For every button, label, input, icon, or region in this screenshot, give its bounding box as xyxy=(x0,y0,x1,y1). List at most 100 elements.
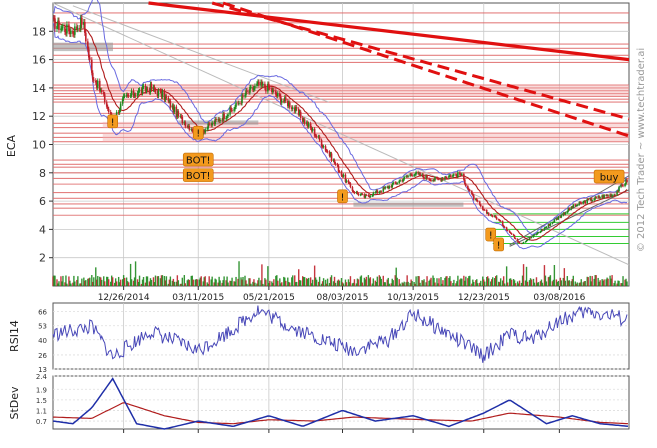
volume-bar xyxy=(132,280,135,286)
volume-bar xyxy=(503,283,506,286)
volume-bar xyxy=(83,277,85,286)
volume-bar xyxy=(230,281,232,286)
volume-bar xyxy=(378,275,381,286)
price-candle-body xyxy=(161,91,164,98)
volume-bar xyxy=(365,276,368,286)
price-candle-body xyxy=(149,83,152,93)
price-y-tick-label: 6 xyxy=(39,195,46,208)
volume-bar xyxy=(605,279,607,286)
volume-bar xyxy=(244,275,246,286)
volume-bar xyxy=(364,279,367,286)
price-candle-body xyxy=(56,26,58,29)
volume-bar xyxy=(257,280,259,286)
price-candle-body xyxy=(544,227,547,229)
volume-bar xyxy=(188,279,190,286)
price-candle-body xyxy=(303,119,306,124)
gray-trend-line xyxy=(52,2,630,266)
volume-bar xyxy=(371,283,374,286)
volume-bar xyxy=(449,276,451,286)
price-candle-body xyxy=(150,83,153,90)
price-candle-body xyxy=(325,150,328,152)
price-panel: 2 4 6 8 10 12 14 16 18 !! BOT! BOT!!!! buy ECA xyxy=(5,0,630,287)
price-candle-body xyxy=(553,219,556,223)
volume-bar xyxy=(484,281,486,286)
volume-bar xyxy=(88,278,90,286)
price-candle-body xyxy=(328,151,331,156)
volume-bar xyxy=(283,276,285,286)
volume-bar xyxy=(376,276,379,286)
volume-bar xyxy=(372,278,375,286)
volume-bar xyxy=(544,275,547,286)
price-candle-body xyxy=(517,241,520,243)
volume-bar xyxy=(353,279,356,286)
volume-bar xyxy=(568,280,571,286)
price-candle-body xyxy=(187,125,190,127)
volume-bar xyxy=(157,276,160,286)
price-candle-body xyxy=(307,123,310,127)
price-candle-body xyxy=(485,209,488,214)
price-candle-body xyxy=(475,198,478,201)
volume-bar xyxy=(318,276,321,286)
price-candle-body xyxy=(125,94,128,96)
volume-bar xyxy=(107,276,109,286)
price-candle-body xyxy=(333,159,336,164)
volume-bar xyxy=(367,275,370,286)
volume-bar xyxy=(72,282,74,286)
price-candle-body xyxy=(211,122,213,126)
volume-bar xyxy=(99,276,101,286)
signal-label: ! xyxy=(497,240,501,251)
volume-bar xyxy=(598,281,600,286)
price-candle-body xyxy=(590,198,592,201)
volume-bar xyxy=(344,279,347,286)
price-candle-body xyxy=(241,95,243,104)
price-candle-body xyxy=(367,195,370,196)
volume-bar xyxy=(231,277,233,286)
volume-bar xyxy=(386,279,388,286)
price-candle-body xyxy=(130,90,133,96)
price-candle-body xyxy=(80,17,82,29)
price-candle-body xyxy=(123,95,126,97)
x-tick-label: 05/21/2015 xyxy=(243,293,295,303)
volume-bar xyxy=(104,281,106,286)
volume-bar xyxy=(74,281,76,286)
volume-bar xyxy=(288,281,290,286)
volume-bar xyxy=(434,282,436,286)
price-candle-body xyxy=(465,184,467,186)
volume-bar xyxy=(603,279,605,286)
price-candle-body xyxy=(537,232,540,234)
price-candle-body xyxy=(578,202,581,205)
signal-badge xyxy=(493,237,504,252)
volume-bar xyxy=(194,279,196,286)
volume-bar xyxy=(271,281,273,286)
volume-bar xyxy=(108,279,110,286)
price-candle-body xyxy=(324,146,327,151)
volume-bar xyxy=(553,265,556,286)
volume-bar xyxy=(437,283,439,286)
price-candle-body xyxy=(172,105,175,113)
price-candle-body xyxy=(277,93,279,97)
price-candle-body xyxy=(444,177,446,180)
volume-bar xyxy=(575,283,577,286)
volume-bar xyxy=(199,277,201,286)
price-candle-body xyxy=(368,195,371,197)
volume-bar xyxy=(303,277,306,286)
price-candle-body xyxy=(471,191,473,194)
price-candle-body xyxy=(240,103,242,104)
volume-bar xyxy=(495,275,498,286)
price-candle-body xyxy=(90,59,93,73)
volume-bar xyxy=(85,280,87,286)
price-candle-body xyxy=(117,112,120,113)
price-candle-body xyxy=(589,198,592,200)
volume-bar xyxy=(144,282,147,286)
price-candle-body xyxy=(288,102,291,108)
volume-bar xyxy=(587,277,589,286)
price-candle-body xyxy=(88,49,90,58)
price-candle-body xyxy=(322,146,325,148)
price-candle-body xyxy=(295,107,298,109)
volume-bar xyxy=(234,281,236,286)
volume-bar xyxy=(69,280,71,286)
price-candle-body xyxy=(398,180,400,184)
volume-bar xyxy=(321,281,324,286)
volume-bar xyxy=(405,282,407,286)
volume-bar xyxy=(262,283,264,286)
